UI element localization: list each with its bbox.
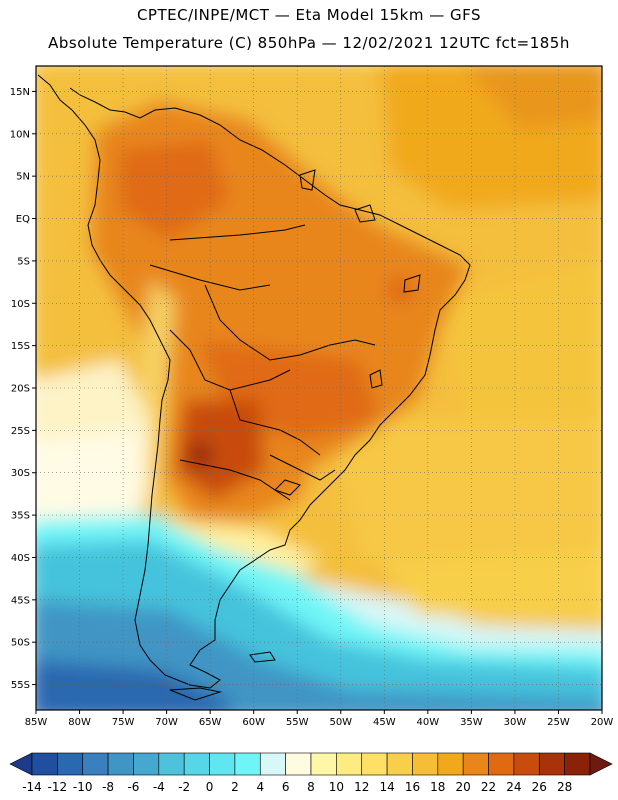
lat-tick-label: 50S [11, 638, 30, 649]
lon-tick-label: 80W [68, 717, 91, 728]
colorbar-label: 20 [456, 780, 471, 794]
colorbar-label: -10 [73, 780, 93, 794]
lon-tick-label: 60W [242, 717, 265, 728]
colorbar-swatch [133, 752, 160, 776]
colorbar-swatch [310, 752, 337, 776]
colorbar-swatch [488, 752, 515, 776]
lat-tick-label: EQ [16, 214, 30, 225]
colorbar-swatch [361, 752, 388, 776]
lon-tick-label: 35W [460, 717, 483, 728]
lon-tick-label: 20W [591, 717, 614, 728]
colorbar-swatch [285, 752, 312, 776]
colorbar-label: -8 [102, 780, 114, 794]
lat-tick-label: 40S [11, 553, 30, 564]
colorbar-swatch [412, 752, 439, 776]
lon-tick-label: 55W [286, 717, 309, 728]
map-title-line2: Absolute Temperature (C) 850hPa — 12/02/… [48, 34, 570, 52]
lon-tick-label: 25W [547, 717, 570, 728]
lat-tick-label: 5S [17, 256, 30, 267]
colorbar-swatch [209, 752, 236, 776]
colorbar-swatch [183, 752, 210, 776]
colorbar-label: 14 [379, 780, 394, 794]
lon-tick-label: 40W [417, 717, 440, 728]
lat-tick-label: 5N [16, 172, 30, 183]
colorbar-swatch [57, 752, 84, 776]
colorbar-label: -2 [178, 780, 190, 794]
colorbar-swatch [234, 752, 261, 776]
colorbar-swatch [158, 752, 185, 776]
coastlines [37, 74, 471, 701]
lat-tick-label: 10N [10, 129, 30, 140]
lon-tick-label: 85W [25, 717, 48, 728]
lat-tick-label: 45S [11, 595, 30, 606]
colorbar: -14 -12 -10 -8 -6 -4 -2 0 2 4 6 8 10 12 14 16 18 20 22 24 26… [9, 752, 613, 794]
colorbar-label: 2 [231, 780, 239, 794]
lat-tick-label: 35S [11, 511, 30, 522]
colorbar-label: 4 [256, 780, 264, 794]
lon-tick-label: 75W [112, 717, 135, 728]
lat-tick-label: 25S [11, 426, 30, 437]
colorbar-label: 10 [329, 780, 344, 794]
colorbar-swatch [386, 752, 413, 776]
lat-tick-label: 15S [11, 341, 30, 352]
colorbar-swatch [437, 752, 464, 776]
colorbar-label: -14 [22, 780, 42, 794]
map-title-line1: CPTEC/INPE/MCT — Eta Model 15km — GFS [136, 6, 482, 24]
colorbar-swatch [31, 752, 58, 776]
colorbar-label: 24 [506, 780, 521, 794]
colorbar-label: 18 [430, 780, 445, 794]
colorbar-label: -12 [48, 780, 68, 794]
map-axes: 85W 80W 75W 70W 65W 60W 55W 50W 45W 40W 35W 30W 25W 2… [10, 87, 614, 728]
colorbar-label: 22 [481, 780, 496, 794]
colorbar-label: -6 [127, 780, 139, 794]
lat-tick-label: 15N [10, 87, 30, 98]
lon-tick-label: 30W [504, 717, 527, 728]
lat-tick-label: 30S [11, 468, 30, 479]
lat-tick-label: 20S [11, 384, 30, 395]
colorbar-swatch [107, 752, 134, 776]
lat-tick-label: 55S [11, 680, 30, 691]
colorbar-label: 8 [307, 780, 315, 794]
colorbar-swatch [336, 752, 363, 776]
map-grid [36, 66, 602, 710]
colorbar-label: 0 [206, 780, 214, 794]
temperature-field [36, 66, 602, 710]
colorbar-swatch [82, 752, 109, 776]
colorbar-swatch [564, 752, 591, 776]
colorbar-swatch [513, 752, 540, 776]
colorbar-label: 6 [282, 780, 290, 794]
colorbar-arrow-high [589, 752, 613, 776]
colorbar-swatch [538, 752, 565, 776]
colorbar-label: 16 [405, 780, 420, 794]
colorbar-swatch [259, 752, 286, 776]
colorbar-arrow-low [9, 752, 33, 776]
lon-tick-label: 45W [373, 717, 396, 728]
colorbar-label: 26 [532, 780, 547, 794]
lon-tick-label: 50W [329, 717, 352, 728]
lon-tick-label: 70W [155, 717, 178, 728]
colorbar-label: 12 [354, 780, 369, 794]
lon-tick-label: 65W [199, 717, 222, 728]
colorbar-label: -4 [153, 780, 165, 794]
colorbar-swatch [462, 752, 489, 776]
colorbar-label: 28 [557, 780, 572, 794]
lat-tick-label: 10S [11, 299, 30, 310]
